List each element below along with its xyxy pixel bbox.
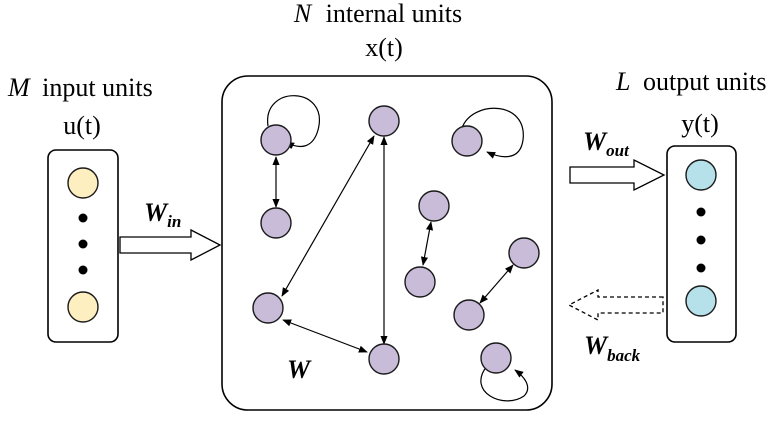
edge-bidirectional bbox=[479, 264, 514, 304]
w-back-label: Wback bbox=[584, 331, 641, 365]
input-node bbox=[67, 167, 99, 199]
w-in-base: W bbox=[144, 198, 169, 227]
self-loop-edge bbox=[267, 95, 321, 150]
reservoir-node bbox=[260, 124, 292, 156]
ellipsis-dot bbox=[78, 213, 88, 223]
output-units-label: output units bbox=[643, 67, 767, 96]
output-header: L output units bbox=[615, 67, 766, 96]
input-header: M input units bbox=[7, 73, 153, 102]
ellipsis-dot bbox=[696, 235, 706, 245]
output-node bbox=[685, 159, 717, 191]
input-signal: u(t) bbox=[63, 111, 101, 140]
reservoir-node bbox=[368, 105, 400, 137]
reservoir-signal: x(t) bbox=[365, 33, 403, 62]
ellipsis-dot bbox=[696, 263, 706, 273]
self-loop-edge bbox=[480, 365, 529, 402]
input-node bbox=[67, 291, 99, 323]
w-back-sub: back bbox=[607, 346, 641, 365]
w-back-base: W bbox=[584, 331, 609, 360]
w-in-label: Win bbox=[144, 198, 181, 231]
edge-bidirectional bbox=[420, 221, 434, 266]
output-node bbox=[685, 285, 717, 317]
win-arrow bbox=[119, 228, 222, 262]
input-units-label: input units bbox=[42, 73, 153, 102]
reservoir-node bbox=[260, 207, 292, 239]
w-reservoir-label: W bbox=[287, 355, 312, 384]
wback-arrow bbox=[567, 288, 664, 322]
input-var: M bbox=[7, 73, 31, 102]
output-var: L bbox=[615, 67, 630, 96]
w-out-base: W bbox=[583, 127, 608, 156]
reservoir-node bbox=[368, 343, 400, 375]
reservoir-units-label: internal units bbox=[326, 0, 462, 28]
reservoir-node bbox=[508, 237, 540, 269]
reservoir-node bbox=[451, 125, 483, 157]
reservoir-node bbox=[252, 292, 284, 324]
w-out-sub: out bbox=[606, 141, 630, 160]
reservoir-header: N internal units bbox=[293, 0, 462, 28]
w-in-sub: in bbox=[167, 212, 181, 231]
ellipsis-dot bbox=[78, 265, 88, 275]
wout-arrow bbox=[569, 158, 666, 192]
reservoir-node bbox=[453, 299, 485, 331]
w-out-label: Wout bbox=[583, 127, 630, 160]
output-signal: y(t) bbox=[681, 109, 719, 138]
edge-bidirectional bbox=[281, 135, 375, 297]
reservoir-node bbox=[480, 342, 512, 374]
ellipsis-dot bbox=[696, 207, 706, 217]
reservoir-node bbox=[418, 190, 450, 222]
self-loop-edge bbox=[461, 107, 524, 159]
ellipsis-dot bbox=[78, 239, 88, 249]
edge-bidirectional bbox=[282, 319, 368, 353]
reservoir-node bbox=[404, 266, 436, 298]
reservoir-var: N bbox=[293, 0, 313, 28]
